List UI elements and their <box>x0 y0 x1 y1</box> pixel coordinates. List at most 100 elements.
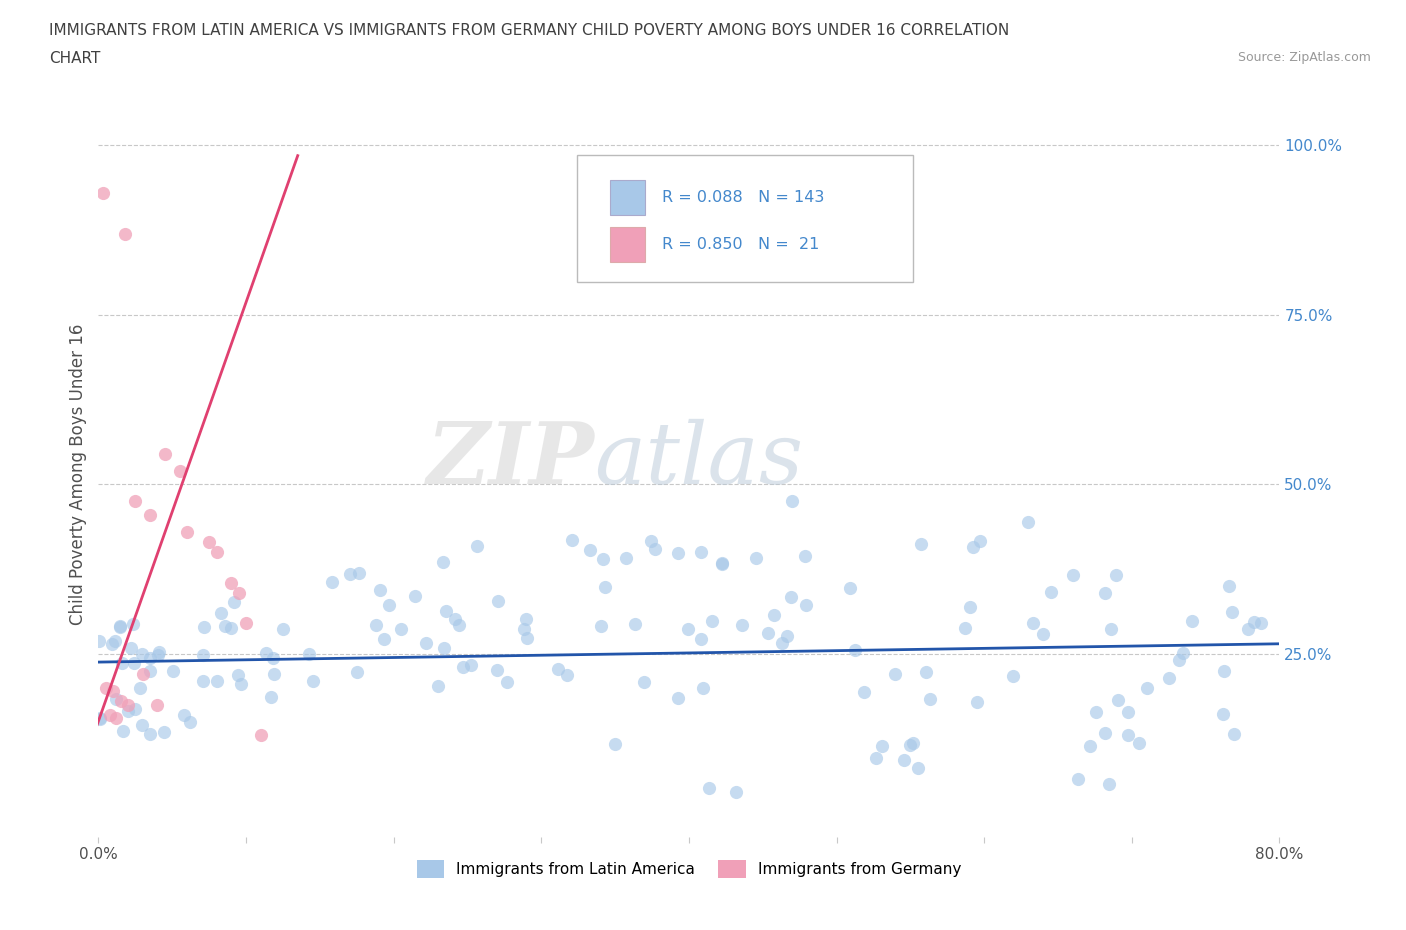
Point <box>1116 705 1139 720</box>
Point <box>1098 777 1121 791</box>
Point <box>122 655 145 670</box>
Point <box>262 651 284 666</box>
Point <box>132 667 155 682</box>
Point <box>415 636 437 651</box>
Point <box>578 542 600 557</box>
Point <box>711 556 734 571</box>
Point <box>1220 605 1243 620</box>
Point <box>346 665 368 680</box>
Point <box>128 680 150 695</box>
Point <box>228 586 250 601</box>
Point <box>1067 771 1090 786</box>
Point <box>432 554 454 569</box>
Point <box>131 718 153 733</box>
Point <box>780 589 803 604</box>
Point <box>108 618 131 633</box>
Point <box>112 724 135 738</box>
Point <box>516 631 538 645</box>
Point <box>1243 615 1265 630</box>
Point <box>229 677 252 692</box>
Point <box>364 618 387 632</box>
Point <box>153 724 176 739</box>
Point <box>592 551 614 566</box>
Text: CHART: CHART <box>49 51 101 66</box>
Point <box>782 494 804 509</box>
Point <box>1107 693 1129 708</box>
Point <box>298 646 321 661</box>
Point <box>839 580 862 595</box>
Point <box>953 620 976 635</box>
Point <box>250 728 273 743</box>
Point <box>756 626 779 641</box>
Point <box>148 647 170 662</box>
Point <box>1022 616 1045 631</box>
Point <box>1212 707 1234 722</box>
Point <box>91 185 114 200</box>
Point <box>104 633 127 648</box>
Point <box>633 674 655 689</box>
Point <box>697 780 720 795</box>
Point <box>1168 652 1191 667</box>
Point <box>124 701 146 716</box>
Point <box>910 537 932 551</box>
Text: R = 0.850   N =  21: R = 0.850 N = 21 <box>662 237 820 252</box>
Point <box>434 604 457 618</box>
Point <box>644 542 666 557</box>
Point <box>794 549 817 564</box>
Point <box>117 698 139 712</box>
Point <box>1213 664 1236 679</box>
Point <box>146 698 169 712</box>
Point <box>605 737 627 751</box>
Point <box>89 711 111 725</box>
Point <box>153 446 176 461</box>
Point <box>94 681 117 696</box>
Point <box>898 737 921 752</box>
Point <box>485 662 508 677</box>
Point <box>1173 645 1195 660</box>
Bar <box>610 227 645 261</box>
Point <box>666 690 689 705</box>
Point <box>404 589 426 604</box>
Point <box>1128 736 1150 751</box>
Point <box>373 631 395 646</box>
Point <box>1237 622 1260 637</box>
Point <box>1094 725 1116 740</box>
Point <box>451 659 474 674</box>
Point <box>460 658 482 672</box>
Point <box>98 708 121 723</box>
Point <box>347 565 370 580</box>
Point <box>1001 669 1024 684</box>
Point <box>370 582 392 597</box>
Point <box>690 631 713 646</box>
Point <box>595 579 617 594</box>
Point <box>228 668 250 683</box>
Point <box>465 538 488 553</box>
Point <box>139 663 162 678</box>
Point <box>121 617 143 631</box>
Text: R = 0.088   N = 143: R = 0.088 N = 143 <box>662 190 824 205</box>
Point <box>139 508 162 523</box>
Point <box>1039 585 1062 600</box>
Point <box>114 226 136 241</box>
Point <box>121 640 143 655</box>
Point <box>110 694 132 709</box>
Point <box>731 618 754 632</box>
Point <box>271 621 294 636</box>
Point <box>666 546 689 561</box>
Point <box>678 621 700 636</box>
Point <box>870 738 893 753</box>
Point <box>903 735 925 750</box>
Point <box>1181 613 1204 628</box>
Point <box>138 651 160 666</box>
Point <box>105 711 128 725</box>
Point <box>865 751 887 765</box>
Point <box>496 674 519 689</box>
Legend: Immigrants from Latin America, Immigrants from Germany: Immigrants from Latin America, Immigrant… <box>411 854 967 883</box>
Point <box>169 463 191 478</box>
Point <box>235 616 257 631</box>
Point <box>117 704 139 719</box>
Point <box>486 593 509 608</box>
Point <box>138 726 160 741</box>
Point <box>966 695 988 710</box>
Point <box>794 598 817 613</box>
